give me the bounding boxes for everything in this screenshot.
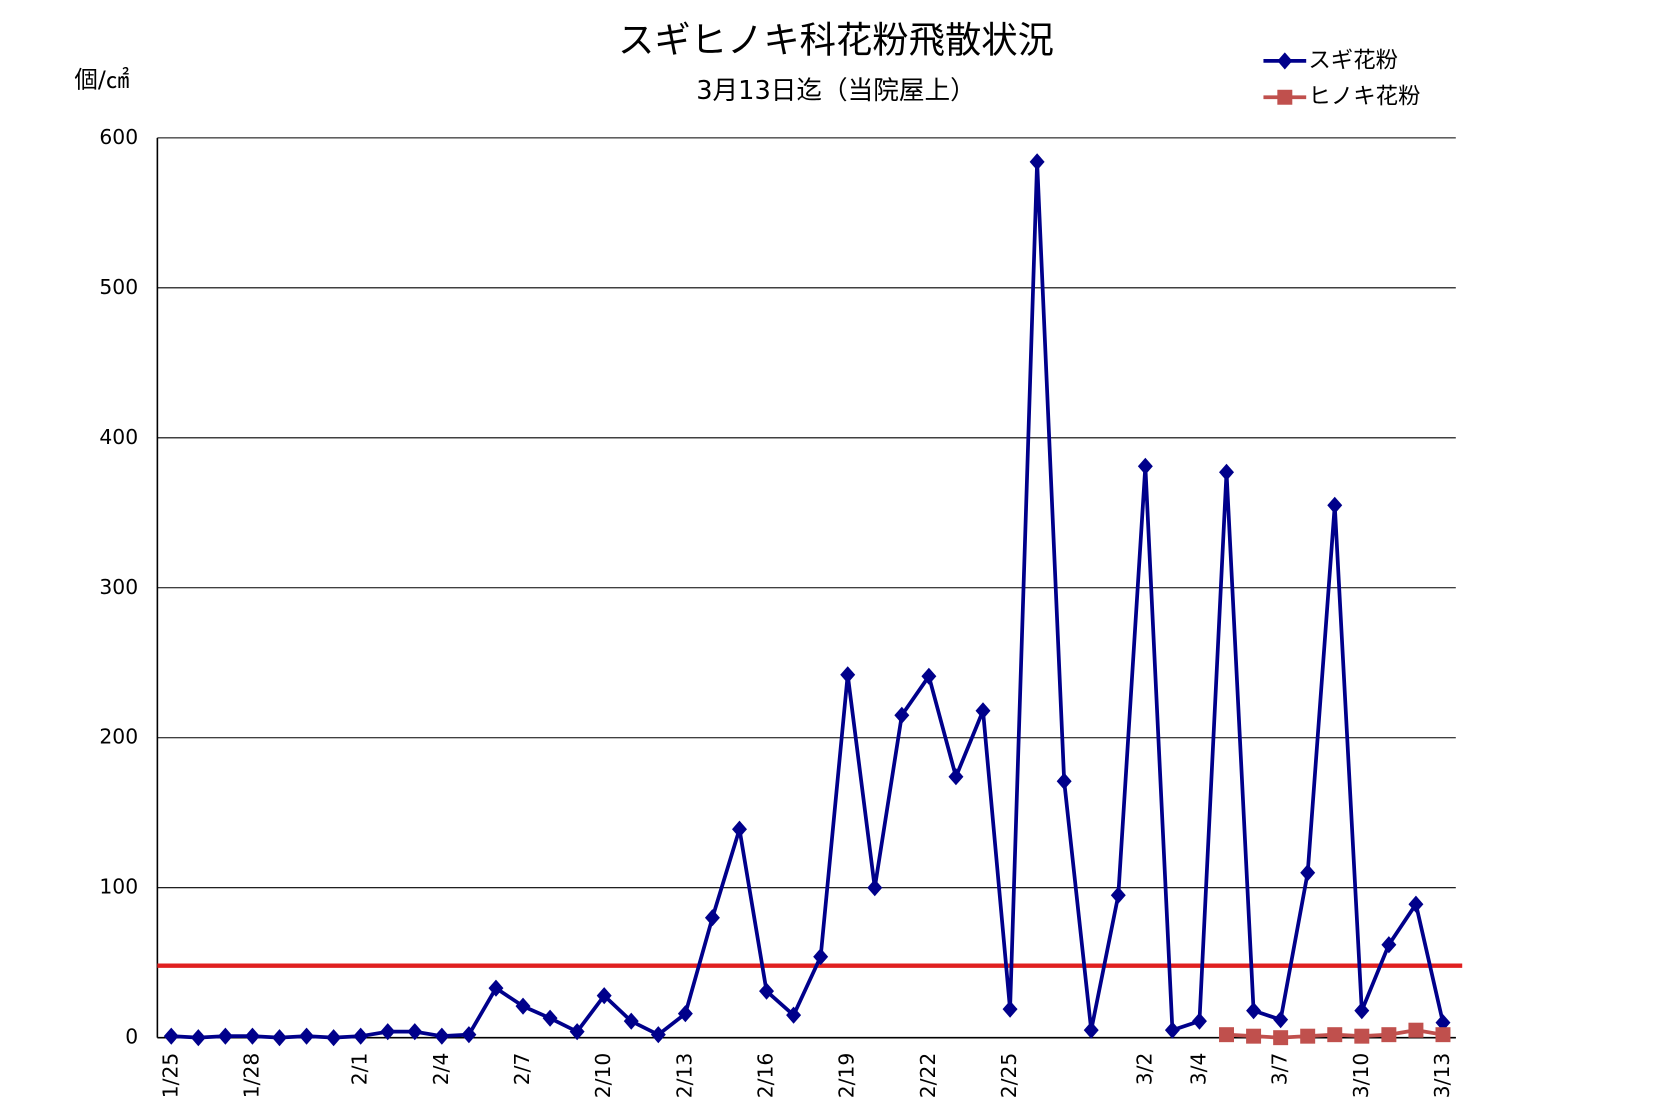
data-point (894, 706, 910, 724)
data-point (813, 948, 829, 966)
data-point (163, 1027, 179, 1045)
x-tick-label: 2/4 (429, 1053, 453, 1086)
data-point (380, 1023, 396, 1041)
data-point (732, 820, 747, 838)
y-tick-label: 400 (99, 425, 138, 449)
data-point (1354, 1002, 1370, 1020)
data-point (1029, 153, 1045, 171)
x-tick-label: 2/16 (754, 1053, 778, 1099)
y-axis-label: 個/㎠ (74, 66, 129, 94)
data-point (1354, 1028, 1370, 1044)
x-tick-label: 2/19 (835, 1053, 859, 1099)
legend-marker (1277, 89, 1293, 105)
data-point (840, 666, 856, 684)
data-point (1164, 1021, 1180, 1039)
data-point (1110, 886, 1126, 904)
data-point (299, 1027, 315, 1045)
x-tick-label: 2/25 (997, 1053, 1021, 1099)
data-point (244, 1027, 260, 1045)
data-point (353, 1027, 369, 1045)
data-point (1246, 1002, 1262, 1020)
x-tick-label: 2/22 (916, 1053, 940, 1099)
y-tick-label: 200 (99, 725, 138, 749)
data-point (1246, 1028, 1262, 1044)
data-point (1219, 1027, 1235, 1043)
data-point (867, 879, 883, 897)
data-point (1056, 772, 1072, 790)
y-tick-label: 600 (99, 125, 138, 149)
data-point (1408, 1022, 1424, 1038)
data-point (190, 1029, 206, 1047)
data-point (1327, 496, 1343, 514)
data-point (326, 1029, 342, 1047)
data-point (948, 768, 964, 786)
data-point (650, 1026, 666, 1044)
data-point (786, 1006, 802, 1024)
x-tick-label: 2/1 (348, 1053, 372, 1086)
data-point (1435, 1027, 1451, 1043)
data-point (569, 1023, 585, 1041)
x-tick-label: 3/4 (1186, 1053, 1210, 1086)
data-point (1273, 1011, 1289, 1029)
data-point (921, 667, 937, 685)
data-point (623, 1012, 639, 1030)
legend-label: スギ花粉 (1308, 47, 1398, 73)
data-point (677, 1005, 693, 1023)
y-tick-label: 300 (99, 575, 138, 599)
x-tick-label: 2/10 (591, 1053, 615, 1099)
data-point (1408, 895, 1424, 913)
data-point (1137, 457, 1153, 475)
data-point (1381, 936, 1397, 954)
x-tick-label: 3/7 (1268, 1053, 1292, 1086)
data-point (704, 909, 720, 927)
data-point (975, 702, 991, 720)
data-point (407, 1023, 423, 1041)
data-point (1083, 1021, 1099, 1039)
x-tick-label: 3/13 (1430, 1053, 1454, 1099)
data-point (1273, 1030, 1289, 1046)
x-tick-label: 2/7 (510, 1053, 534, 1086)
x-tick-label: 2/13 (672, 1053, 696, 1099)
data-point (217, 1027, 233, 1045)
data-point (515, 997, 531, 1015)
data-point (461, 1026, 477, 1044)
data-point (1300, 864, 1316, 882)
legend-label: ヒノキ花粉 (1308, 84, 1420, 110)
series-line (171, 161, 1445, 1040)
data-point (1191, 1012, 1207, 1030)
x-tick-label: 3/10 (1349, 1053, 1373, 1099)
data-point (542, 1009, 558, 1027)
data-point (1435, 1014, 1451, 1032)
chart-subtitle: 3月13日迄（当院屋上） (696, 76, 976, 106)
legend-marker (1277, 52, 1293, 70)
data-point (1219, 463, 1235, 481)
chart-title: スギヒノキ科花粉飛散状況 (618, 19, 1054, 62)
data-point (434, 1027, 450, 1045)
y-tick-label: 0 (125, 1025, 138, 1049)
data-point (272, 1029, 287, 1047)
x-tick-label: 1/28 (239, 1053, 263, 1099)
x-tick-label: 3/2 (1132, 1053, 1156, 1086)
y-tick-label: 500 (99, 275, 138, 299)
data-point (1002, 1000, 1018, 1018)
x-tick-label: 1/25 (158, 1053, 182, 1099)
y-tick-label: 100 (99, 875, 138, 899)
data-point (1327, 1027, 1343, 1043)
data-point (488, 979, 504, 997)
data-point (1300, 1028, 1316, 1044)
data-point (1381, 1027, 1397, 1043)
